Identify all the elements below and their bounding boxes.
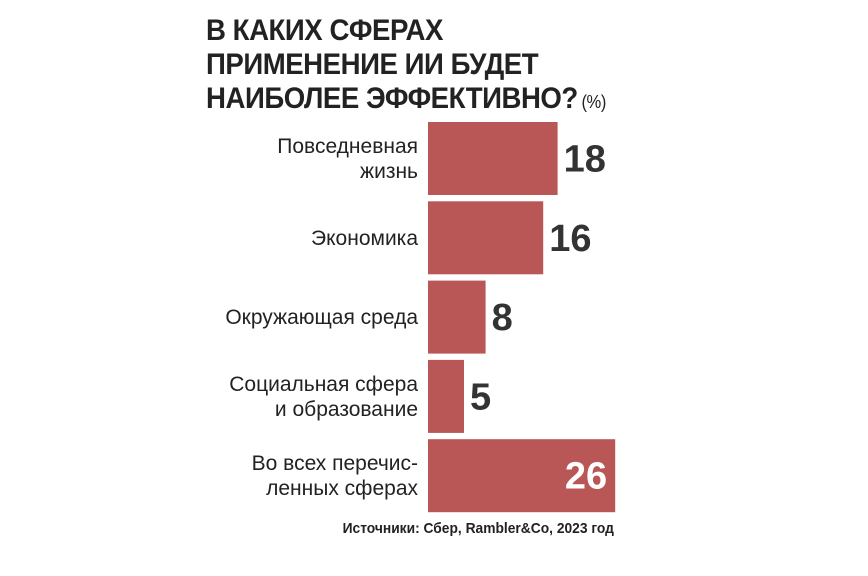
category-label-2: Экономика [311,227,418,250]
category-label-1: Повседневная жизнь [277,135,418,183]
category-label-4-line-1: Социальная сфера [229,373,418,396]
chart-title: В КАКИХ СФЕРАХ ПРИМЕНЕНИЕ ИИ БУДЕТ НАИБО… [206,14,648,119]
bar-5 [428,439,616,513]
chart-source: Источники: Сбер, Rambler&Co, 2023 год [342,520,614,537]
value-label-1: 18 [564,139,606,181]
bar-3 [428,280,486,354]
value-label-3: 8 [492,297,513,339]
bar-4 [428,359,464,433]
category-label-5: Во всех перечис-ленных сферах [252,452,419,500]
bar-1 [428,122,558,195]
bar-2 [428,201,544,275]
chart-title-line-2: ПРИМЕНЕНИЕ ИИ БУДЕТ [206,48,539,81]
value-label-2: 16 [549,218,591,260]
chart-title-line-3: НАИБОЛЕЕ ЭФФЕКТИВНО? (%) [206,82,648,119]
chart-title-line-1: В КАКИХ СФЕРАХ [206,14,443,47]
category-label-4-line-2: и образование [275,398,418,421]
category-label-2-line-1: Экономика [311,227,418,250]
category-label-5-line-1: Во всех перечис- [252,452,418,475]
chart-title-line-3-text: НАИБОЛЕЕ ЭФФЕКТИВНО? [206,82,578,115]
category-label-3-line-1: Окружающая среда [225,306,418,329]
value-label-5: 26 [565,456,607,498]
category-label-1-line-2: жизнь [360,160,418,183]
category-label-4: Социальная сфера и образование [229,373,418,421]
category-label-1-line-1: Повседневная [277,135,418,158]
category-label-3: Окружающая среда [225,306,418,329]
chart-unit-label: (%) [581,92,607,112]
value-label-4: 5 [470,376,491,418]
category-label-5-line-2: ленных сферах [266,477,418,500]
